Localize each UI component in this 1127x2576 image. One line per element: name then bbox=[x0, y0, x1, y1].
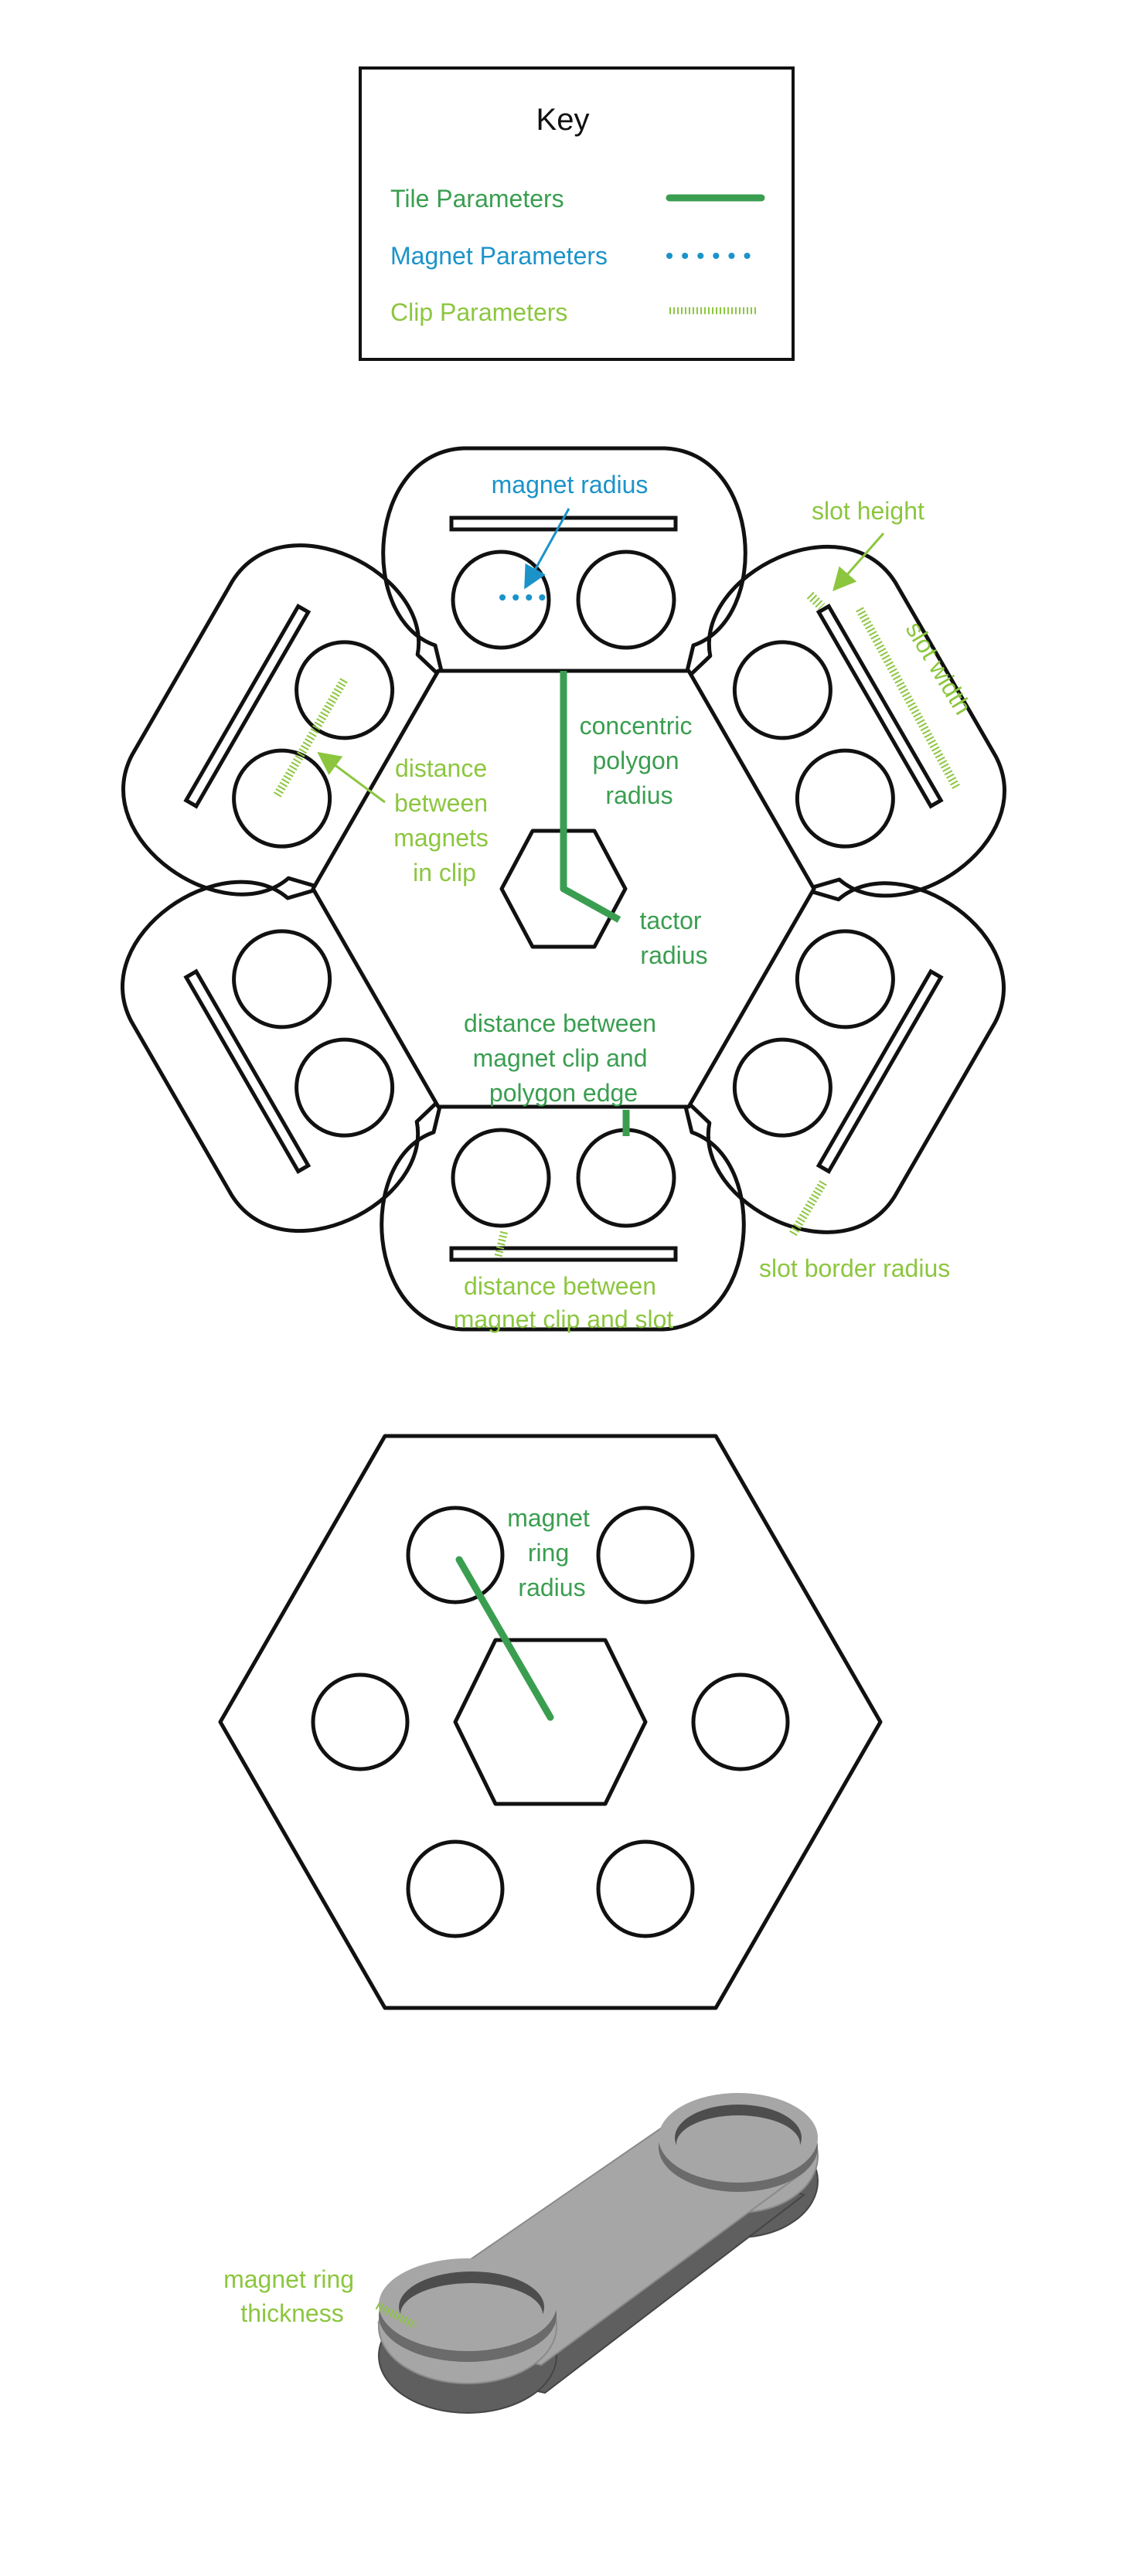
tactor-radius-label: tactor radius bbox=[640, 907, 709, 969]
key-title: Key bbox=[536, 103, 590, 137]
key-clip-label: Clip Parameters bbox=[390, 298, 567, 326]
tactor-radius-label-group: tactor radius bbox=[640, 907, 709, 969]
clip-polygon-edge-marker: distance between magnet clip and polygon… bbox=[464, 1009, 663, 1136]
clip-3d-render: magnet ring thickness bbox=[223, 2093, 818, 2413]
ring-magnet-5 bbox=[408, 1842, 502, 1936]
distance-clip-slot-label: distance between magnet clip and slot bbox=[454, 1272, 674, 1333]
distance-clip-polygon-edge-label: distance between magnet clip and polygon… bbox=[464, 1009, 663, 1107]
ring-magnet-1 bbox=[408, 1508, 502, 1602]
ring-magnet-2 bbox=[598, 1508, 693, 1602]
hex-tile-assembly: magnet radius slot height slot width con… bbox=[91, 448, 1037, 1333]
key-magnet-label: Magnet Parameters bbox=[390, 242, 608, 270]
magnet-ring-radius-label: magnet ring radius bbox=[507, 1504, 597, 1601]
key-box: Key Tile Parameters Magnet Parameters Cl… bbox=[360, 68, 793, 359]
concentric-polygon-radius-marker: concentric polygon radius bbox=[564, 671, 699, 920]
key-tile-label: Tile Parameters bbox=[390, 185, 564, 213]
magnet-ring-thickness-label: magnet ring thickness bbox=[223, 2265, 361, 2327]
magnet-radius-label: magnet radius bbox=[492, 471, 649, 499]
magnet-radius-marker: magnet radius bbox=[492, 471, 649, 597]
distance-between-magnets-label: distance between magnets in clip bbox=[393, 754, 495, 886]
slot-border-radius-label: slot border radius bbox=[759, 1254, 950, 1282]
ring-magnet-4 bbox=[598, 1842, 693, 1936]
ring-tile-inner-hexagon bbox=[455, 1640, 645, 1804]
ring-magnet-6 bbox=[313, 1675, 407, 1769]
ring-magnet-3 bbox=[693, 1675, 788, 1769]
slot-border-radius-marker: slot border radius bbox=[759, 1183, 950, 1282]
concentric-polygon-radius-label: concentric polygon radius bbox=[580, 712, 700, 809]
slot-height-marker: slot height bbox=[810, 497, 924, 607]
magnet-ring-tile: magnet ring radius bbox=[220, 1436, 880, 2008]
slot-height-label: slot height bbox=[812, 497, 924, 525]
